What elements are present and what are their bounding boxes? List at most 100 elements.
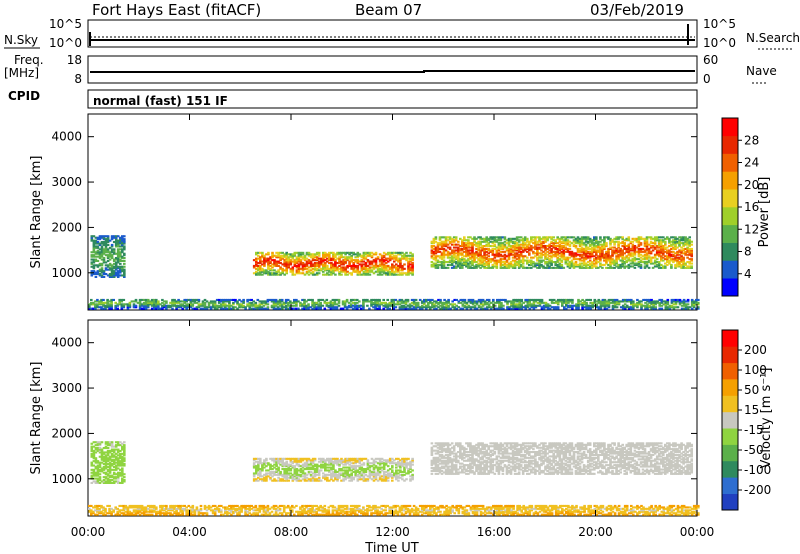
data-cell xyxy=(546,262,549,265)
data-cell xyxy=(92,259,96,262)
data-cell xyxy=(650,301,653,304)
data-cell xyxy=(434,246,438,249)
data-cell xyxy=(674,265,677,268)
data-cell xyxy=(401,254,404,257)
data-cell xyxy=(350,257,353,260)
data-cell xyxy=(271,251,274,254)
data-cell xyxy=(220,298,223,301)
data-cell xyxy=(272,298,276,301)
data-cell xyxy=(430,263,434,266)
data-cell xyxy=(593,265,596,268)
data-cell xyxy=(286,304,290,307)
data-cell xyxy=(90,235,94,238)
data-cell xyxy=(582,263,586,266)
data-cell xyxy=(269,470,272,473)
data-cell xyxy=(287,465,290,468)
data-cell xyxy=(278,304,282,307)
data-cell xyxy=(507,237,511,240)
data-cell xyxy=(485,256,488,259)
data-cell xyxy=(293,300,296,303)
data-cell xyxy=(584,249,588,252)
data-cell xyxy=(342,256,345,259)
data-cell xyxy=(660,252,663,255)
data-cell xyxy=(658,301,661,304)
data-cell xyxy=(593,301,597,304)
data-cell xyxy=(322,270,325,273)
data-cell xyxy=(695,307,698,310)
data-cell xyxy=(503,236,507,239)
data-cell xyxy=(447,304,450,307)
data-cell xyxy=(609,240,612,243)
data-cell xyxy=(617,249,620,252)
data-cell xyxy=(399,269,402,272)
data-cell xyxy=(580,246,584,249)
data-cell xyxy=(123,265,126,268)
data-cell xyxy=(297,479,301,482)
data-cell xyxy=(507,258,511,261)
data-cell xyxy=(595,252,598,255)
data-cell xyxy=(455,304,458,307)
data-cell xyxy=(112,267,116,270)
data-cell xyxy=(220,307,223,310)
data-cell xyxy=(382,298,385,301)
data-cell xyxy=(471,263,474,266)
data-cell xyxy=(311,270,315,273)
data-cell xyxy=(570,265,574,268)
cpid-value: normal (fast) 151 IF xyxy=(93,94,228,108)
data-cell xyxy=(326,466,329,469)
data-cell xyxy=(260,306,264,309)
data-cell xyxy=(110,264,114,267)
data-cell xyxy=(267,270,270,273)
data-cell xyxy=(299,459,303,462)
data-cell xyxy=(576,239,580,242)
data-cell xyxy=(505,265,509,268)
data-cell xyxy=(348,469,351,472)
data-cell xyxy=(293,273,297,276)
data-cell xyxy=(595,249,598,252)
data-cell xyxy=(657,265,661,268)
data-cell xyxy=(404,306,408,309)
data-cell xyxy=(120,303,124,306)
data-cell xyxy=(597,266,600,269)
data-cell xyxy=(299,263,303,266)
data-cell xyxy=(261,466,264,469)
data-cell xyxy=(305,263,309,266)
data-cell xyxy=(334,475,337,478)
data-cell xyxy=(116,274,120,277)
data-cell xyxy=(485,261,488,264)
data-cell xyxy=(92,242,96,245)
data-cell xyxy=(337,298,341,301)
data-cell xyxy=(676,261,679,264)
data-cell xyxy=(429,298,432,301)
data-cell xyxy=(635,258,639,261)
data-cell xyxy=(336,475,339,478)
data-cell xyxy=(132,306,136,309)
data-cell xyxy=(285,473,288,476)
data-cell xyxy=(259,457,262,460)
data-cell xyxy=(633,263,637,266)
data-cell xyxy=(108,267,112,270)
data-cell xyxy=(322,475,325,478)
data-cell xyxy=(364,251,368,254)
data-cell xyxy=(526,239,529,242)
data-cell xyxy=(112,270,116,273)
data-cell xyxy=(521,256,525,259)
data-cell xyxy=(481,262,484,265)
data-cell xyxy=(650,303,653,306)
data-cell xyxy=(556,261,559,264)
data-cell xyxy=(102,257,106,260)
data-cell xyxy=(686,303,690,306)
data-cell xyxy=(570,252,574,255)
data-cell xyxy=(92,251,96,254)
data-cell xyxy=(315,479,319,482)
data-cell xyxy=(523,255,527,258)
data-cell xyxy=(582,253,586,256)
data-cell xyxy=(305,262,309,265)
data-cell xyxy=(283,476,286,479)
data-cell xyxy=(605,236,608,239)
data-cell xyxy=(619,306,623,309)
data-cell xyxy=(334,264,337,267)
data-cell xyxy=(690,304,694,307)
data-cell xyxy=(307,463,311,466)
data-cell xyxy=(368,260,372,263)
